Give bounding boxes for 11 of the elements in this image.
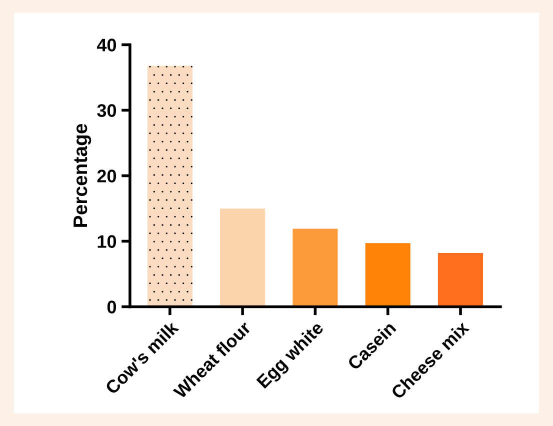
y-tick-label: 40 xyxy=(96,38,116,52)
y-tick-label: 0 xyxy=(107,300,116,314)
bar xyxy=(292,228,338,307)
bar xyxy=(365,243,410,307)
bar xyxy=(220,208,266,307)
y-tick-label: 10 xyxy=(98,235,116,248)
bar xyxy=(438,253,484,307)
bar xyxy=(147,66,192,307)
y-axis-title: Percentage xyxy=(74,124,92,227)
y-tick-label: 30 xyxy=(97,104,116,117)
y-tick-label: 20 xyxy=(97,170,116,182)
